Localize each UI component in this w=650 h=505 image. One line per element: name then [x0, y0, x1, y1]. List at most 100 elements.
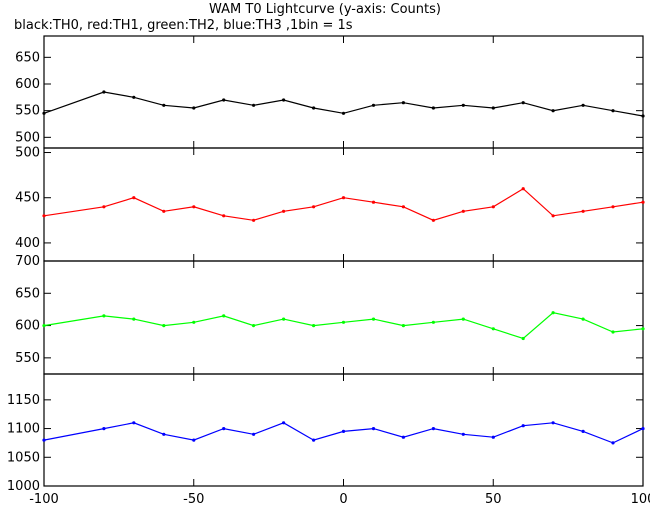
- series-line: [43, 312, 644, 340]
- data-point: [491, 327, 495, 331]
- data-point: [222, 314, 226, 318]
- data-point: [431, 218, 435, 222]
- data-point: [611, 109, 615, 113]
- data-point: [641, 114, 645, 118]
- y-tick-label: 650: [15, 50, 40, 65]
- data-point: [222, 214, 226, 218]
- data-point: [222, 427, 226, 431]
- data-point: [132, 317, 136, 321]
- x-tick-label: 50: [485, 492, 502, 505]
- data-point: [401, 205, 405, 209]
- data-point: [162, 103, 166, 107]
- data-point: [282, 317, 286, 321]
- data-point: [641, 200, 645, 204]
- data-point: [102, 314, 106, 318]
- data-point: [551, 214, 555, 218]
- data-point: [252, 218, 256, 222]
- y-tick-label: 1100: [7, 422, 40, 437]
- y-tick-label: 400: [15, 236, 40, 251]
- data-point: [521, 101, 525, 105]
- y-tick-label: 600: [15, 319, 40, 334]
- data-point: [341, 111, 346, 115]
- data-point: [611, 205, 615, 209]
- y-tick-label: 500: [15, 146, 40, 161]
- data-point: [431, 427, 435, 431]
- data-point: [312, 324, 316, 328]
- data-point: [102, 90, 106, 94]
- data-point: [162, 324, 166, 328]
- x-tick-label: 0: [339, 492, 347, 505]
- panel-frame: [43, 260, 644, 375]
- x-tick-label: -100: [29, 492, 59, 505]
- data-point: [312, 438, 316, 442]
- y-tick-label: 600: [15, 77, 40, 92]
- y-tick-label: 450: [15, 191, 40, 206]
- data-point: [102, 427, 106, 431]
- data-point: [42, 214, 46, 218]
- data-point: [641, 427, 645, 431]
- panel-frame: [43, 35, 644, 149]
- data-point: [102, 205, 106, 209]
- data-point: [341, 429, 346, 433]
- y-tick-label: 1150: [7, 393, 40, 408]
- data-point: [371, 427, 376, 431]
- data-point: [252, 432, 256, 436]
- data-point: [312, 205, 316, 209]
- panel-frame: [43, 147, 644, 262]
- data-point: [581, 103, 585, 107]
- data-point: [192, 205, 196, 209]
- data-point: [641, 327, 645, 331]
- data-point: [491, 106, 495, 110]
- y-tick-label: 1000: [7, 479, 40, 494]
- data-point: [611, 330, 615, 334]
- data-point: [401, 101, 405, 105]
- data-point: [282, 421, 286, 425]
- data-point: [132, 196, 136, 200]
- data-point: [341, 320, 346, 324]
- data-point: [162, 432, 166, 436]
- data-point: [401, 324, 405, 328]
- data-point: [282, 209, 286, 213]
- data-point: [312, 106, 316, 110]
- data-point: [42, 111, 46, 115]
- data-point: [521, 187, 525, 191]
- data-point: [551, 421, 555, 425]
- y-tick-label: 550: [15, 104, 40, 119]
- data-point: [252, 103, 256, 107]
- chart-subtitle: black:TH0, red:TH1, green:TH2, blue:TH3 …: [14, 18, 353, 33]
- data-point: [371, 103, 376, 107]
- series-line: [43, 187, 644, 221]
- data-point: [461, 103, 465, 107]
- data-point: [42, 324, 46, 328]
- data-point: [521, 424, 525, 428]
- data-point: [551, 109, 555, 113]
- data-point: [401, 435, 405, 439]
- data-point: [551, 311, 555, 315]
- chart-title: WAM T0 Lightcurve (y-axis: Counts): [209, 2, 441, 17]
- data-point: [461, 317, 465, 321]
- y-tick-label: 1050: [7, 450, 40, 465]
- data-point: [192, 106, 196, 110]
- data-point: [132, 421, 136, 425]
- data-point: [461, 432, 465, 436]
- x-tick-label: -50: [183, 492, 204, 505]
- data-point: [461, 209, 465, 213]
- data-point: [611, 441, 615, 445]
- data-point: [222, 98, 226, 102]
- y-tick-label: 500: [15, 130, 40, 145]
- series-line: [43, 422, 644, 444]
- data-point: [192, 320, 196, 324]
- data-point: [371, 317, 376, 321]
- data-point: [371, 200, 376, 204]
- data-point: [491, 435, 495, 439]
- data-point: [581, 429, 585, 433]
- data-point: [132, 95, 136, 99]
- series-line: [43, 91, 644, 117]
- y-tick-label: 650: [15, 286, 40, 301]
- data-point: [431, 320, 435, 324]
- x-tick-label: 100: [631, 492, 650, 505]
- data-point: [581, 209, 585, 213]
- data-point: [431, 106, 435, 110]
- data-point: [581, 317, 585, 321]
